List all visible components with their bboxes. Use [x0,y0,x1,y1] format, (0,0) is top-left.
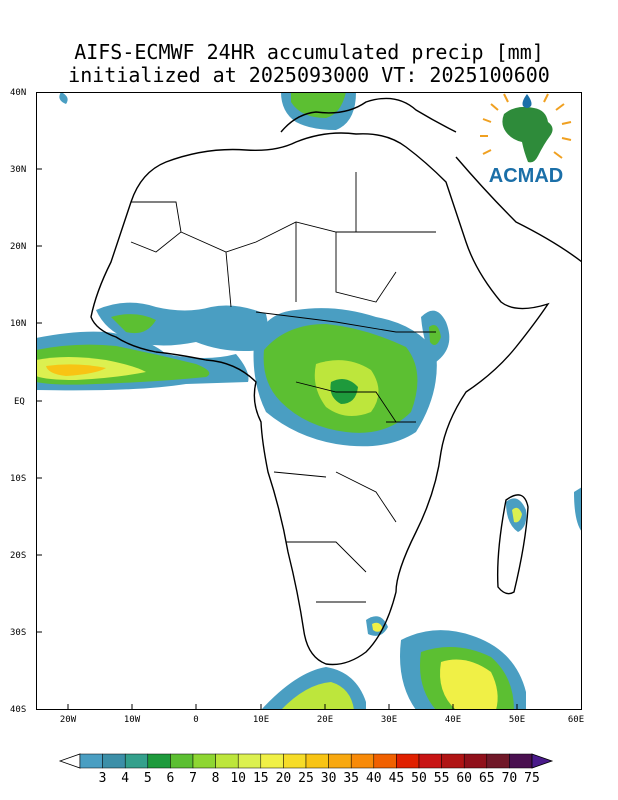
lon-label: 20W [60,715,77,725]
logo-drop-icon [522,94,532,108]
colorbar-cell [260,753,284,769]
colorbar-high-end [531,753,554,769]
colorbar-cells [58,753,554,769]
colorbar-cell [418,753,442,769]
colorbar-label: 70 [502,771,518,786]
colorbar-cell [102,753,126,769]
colorbar-cell [350,753,375,769]
logo-rays-icon [480,93,572,159]
colorbar-cell [328,753,352,769]
colorbar-label: 20 [276,771,292,786]
europe-coastline [280,97,457,133]
arabia-coastline [455,156,582,263]
lat-label: 20S [10,551,26,561]
map-title-line2: initialized at 2025093000 VT: 2025100600 [68,63,550,87]
colorbar-label: 35 [343,771,359,786]
coastlines [90,97,582,666]
colorbar-cell [170,753,194,769]
lat-label: 10S [10,474,26,484]
country-borders [130,172,436,603]
precip-area-atlantic-max [46,364,106,376]
precip-area-mediterranean-core [291,92,346,118]
africa-coastline [90,132,550,666]
colorbar-cell [441,753,465,769]
colorbar-cell [79,753,103,769]
lon-label: 30E [381,715,397,725]
precip-area-west-africa-core [111,314,156,334]
colorbar-low-end [58,753,81,769]
lat-label: 40S [10,705,26,715]
lat-label: 10N [10,319,26,329]
colorbar-cell [192,753,216,769]
lon-label: 60E [568,715,584,725]
lon-label: 10W [124,715,141,725]
madagascar-coastline [496,494,529,595]
colorbar-label: 50 [411,771,427,786]
colorbar-label: 7 [189,771,197,786]
colorbar-label: 60 [456,771,472,786]
precip-area-central-africa-max [330,378,358,404]
lat-label: EQ [14,397,25,407]
colorbar-cell [509,753,533,769]
lat-label: 30S [10,628,26,638]
colorbar-label: 45 [389,771,405,786]
colorbar-cell [305,753,329,769]
colorbar-cell [237,753,262,769]
precip-map: ACMAD [36,92,582,710]
lon-label: 40E [445,715,461,725]
colorbar-cell [147,753,171,769]
colorbar-label: 30 [321,771,337,786]
colorbar-label: 6 [166,771,174,786]
precip-area-madagascar-core [512,507,522,523]
precip-field [36,92,582,710]
colorbar-label: 65 [479,771,495,786]
precip-area-south-ocean-east-peak [440,659,498,710]
precip-area-south-africa-core [372,622,383,632]
colorbar-label: 5 [144,771,152,786]
colorbar-label: 10 [230,771,246,786]
colorbar-cell [124,753,149,769]
colorbar-label: 15 [253,771,269,786]
lon-label: 50E [509,715,525,725]
colorbar-cell [463,753,488,769]
lon-axis: 20W 10W 0 10E 20E 30E 40E 50E 60E [60,715,584,725]
colorbar-cell [283,753,307,769]
colorbar-labels: 3 4 5 6 7 8 10 15 20 25 30 35 40 45 50 55 60 65 70 75 [99,771,540,786]
logo-text: ACMAD [489,165,563,187]
lat-label: 30N [10,165,26,175]
lon-label: 10E [253,715,269,725]
colorbar-cell [215,753,239,769]
map-title-line1: AIFS-ECMWF 24HR accumulated precip [mm] [74,40,544,64]
precip-area-ethiopia-core [429,324,441,346]
acmad-logo: ACMAD [480,93,572,187]
lon-label: 0 [193,715,198,725]
colorbar-label: 75 [524,771,540,786]
colorbar-label: 40 [366,771,382,786]
colorbar-label: 8 [212,771,220,786]
colorbar-label: 25 [298,771,314,786]
colorbar-cell [373,753,397,769]
lat-label: 20N [10,242,26,252]
colorbar-cell [486,753,510,769]
colorbar-label: 3 [99,771,107,786]
colorbar-cell [396,753,420,769]
colorbar-label: 55 [434,771,450,786]
logo-africa-icon [502,106,553,163]
lat-axis: 40N 30N 20N 10N EQ 10S 20S 30S 40S [10,88,26,715]
axis-ticks [36,92,518,710]
precip-area-south-ocean-west-core [281,682,354,710]
precip-area-north-atlantic [59,92,68,104]
colorbar: 3 4 5 6 7 8 10 15 20 25 30 35 40 45 50 55 60 65 70 75 [58,753,554,786]
colorbar-label: 4 [121,771,129,786]
precip-area-east-ocean [574,487,582,532]
lon-label: 20E [317,715,333,725]
lat-label: 40N [10,88,26,98]
